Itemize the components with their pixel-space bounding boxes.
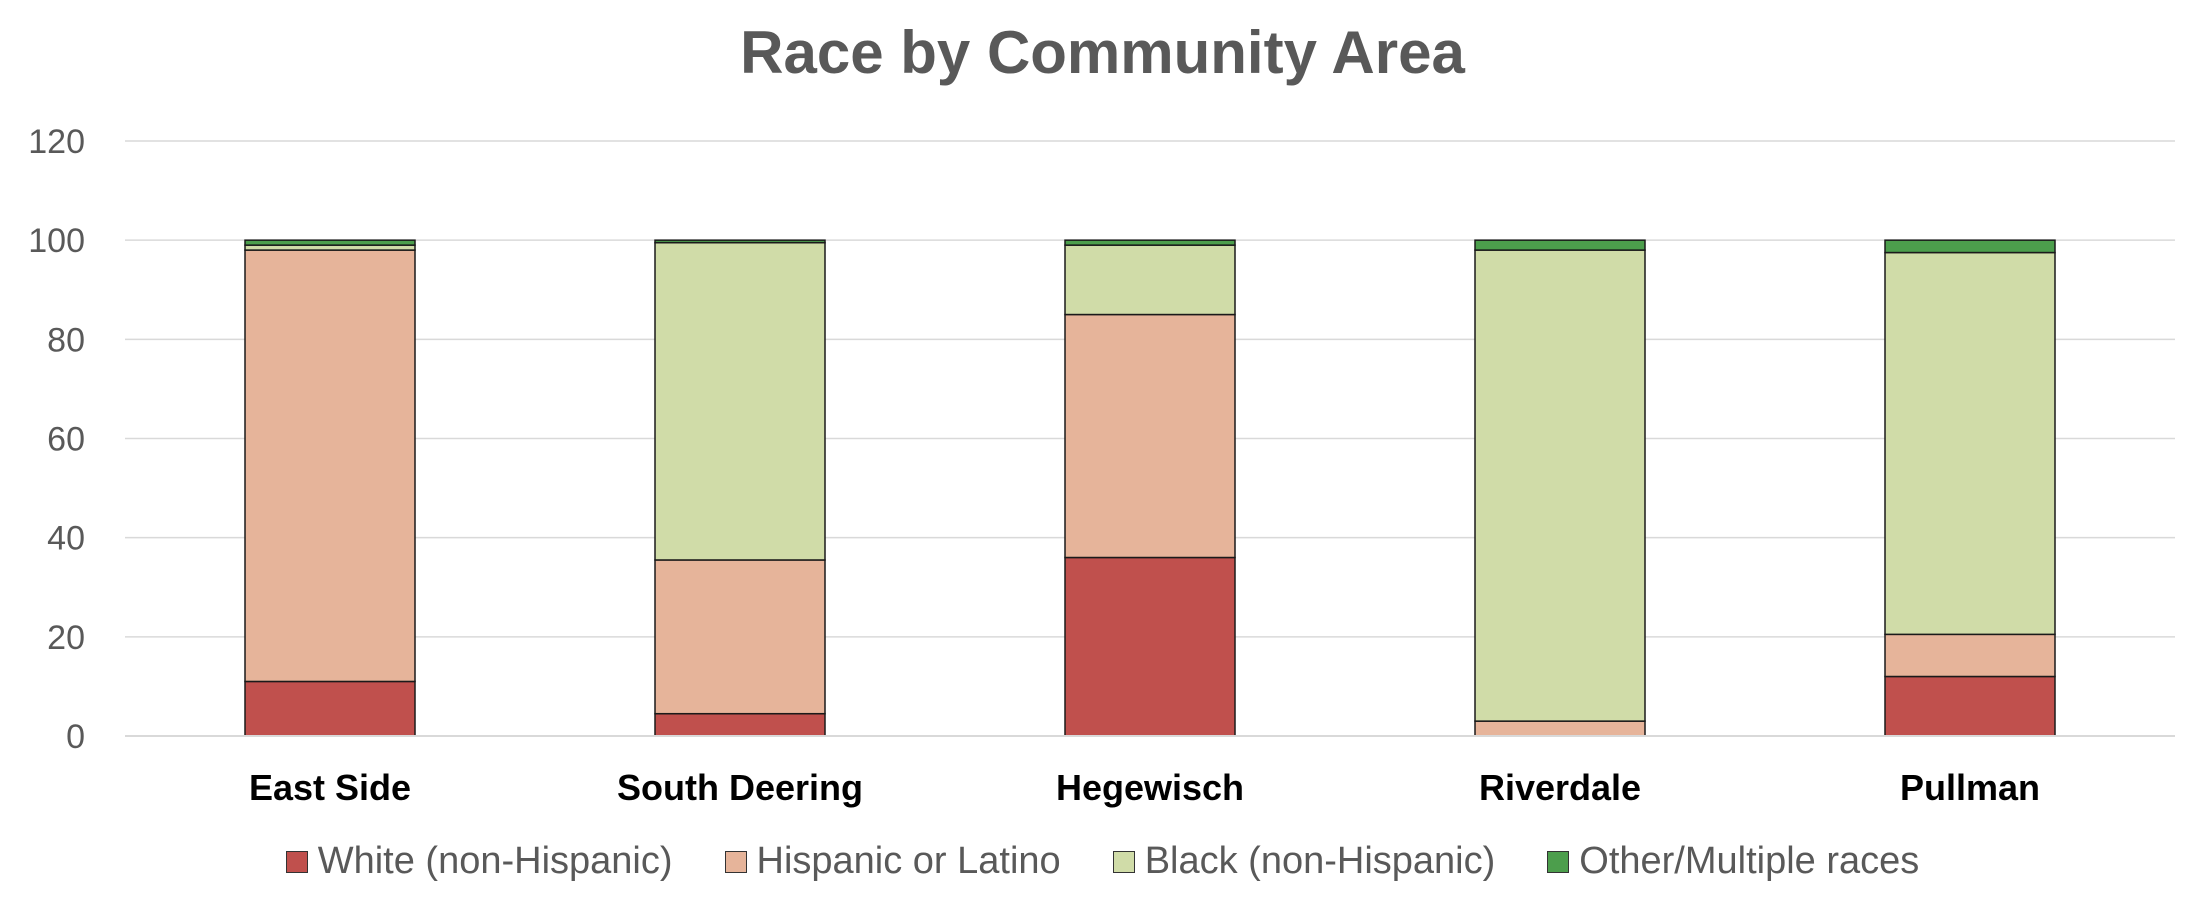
legend-swatch [1547,850,1570,873]
legend-item: Hispanic or Latino [724,840,1061,883]
legend-label: Hispanic or Latino [756,840,1061,882]
bar-segment [1884,675,2056,737]
bar-segment [1884,251,2056,636]
legend-item: Black (non-Hispanic) [1112,840,1496,883]
bars [244,239,2056,737]
y-tick-label: 40 [47,520,85,558]
bar-segment [654,712,826,737]
x-category-label: Pullman [1900,767,2040,808]
y-tick-label: 20 [47,619,85,657]
bar-segment [654,241,826,561]
bar-segment [1884,633,2056,678]
bar-segment [244,239,416,246]
bar-segment [1064,244,1236,316]
x-category-label: Hegewisch [1056,767,1244,808]
y-tick-label: 120 [28,123,85,161]
bar-segment [1474,249,1646,722]
bar-segment [244,680,416,737]
bar-segment [1884,239,2056,254]
y-axis-ticks: 0 20 40 60 80 100 120 [28,123,85,756]
y-tick-label: 0 [66,718,85,756]
legend-item: Other/Multiple races [1547,840,1919,883]
bar-segment [1474,720,1646,737]
bar-segment [654,239,826,244]
bar-segment [654,559,826,715]
bar-segment [244,249,416,683]
chart-title: Race by Community Area [740,19,1465,86]
bar-segment [1064,313,1236,559]
x-category-label: South Deering [617,767,863,808]
y-tick-label: 100 [28,222,85,260]
x-category-label: Riverdale [1479,767,1641,808]
legend-label: White (non-Hispanic) [317,840,673,882]
legend: White (non-Hispanic) Hispanic or Latino Bl… [0,840,2205,883]
legend-swatch [724,850,747,873]
y-tick-label: 80 [47,321,85,359]
legend-item: White (non-Hispanic) [285,840,673,883]
legend-label: Black (non-Hispanic) [1144,840,1496,882]
x-axis-categories: East Side South Deering Hegewisch Riverdale… [249,767,2040,808]
legend-swatch [285,850,308,873]
bar-segment [1064,239,1236,246]
x-category-label: East Side [249,767,411,808]
y-tick-label: 60 [47,421,85,459]
legend-label: Other/Multiple races [1579,840,1920,882]
bar-segment [1064,556,1236,737]
bar-segment [1474,239,1646,251]
legend-swatch [1112,850,1135,873]
